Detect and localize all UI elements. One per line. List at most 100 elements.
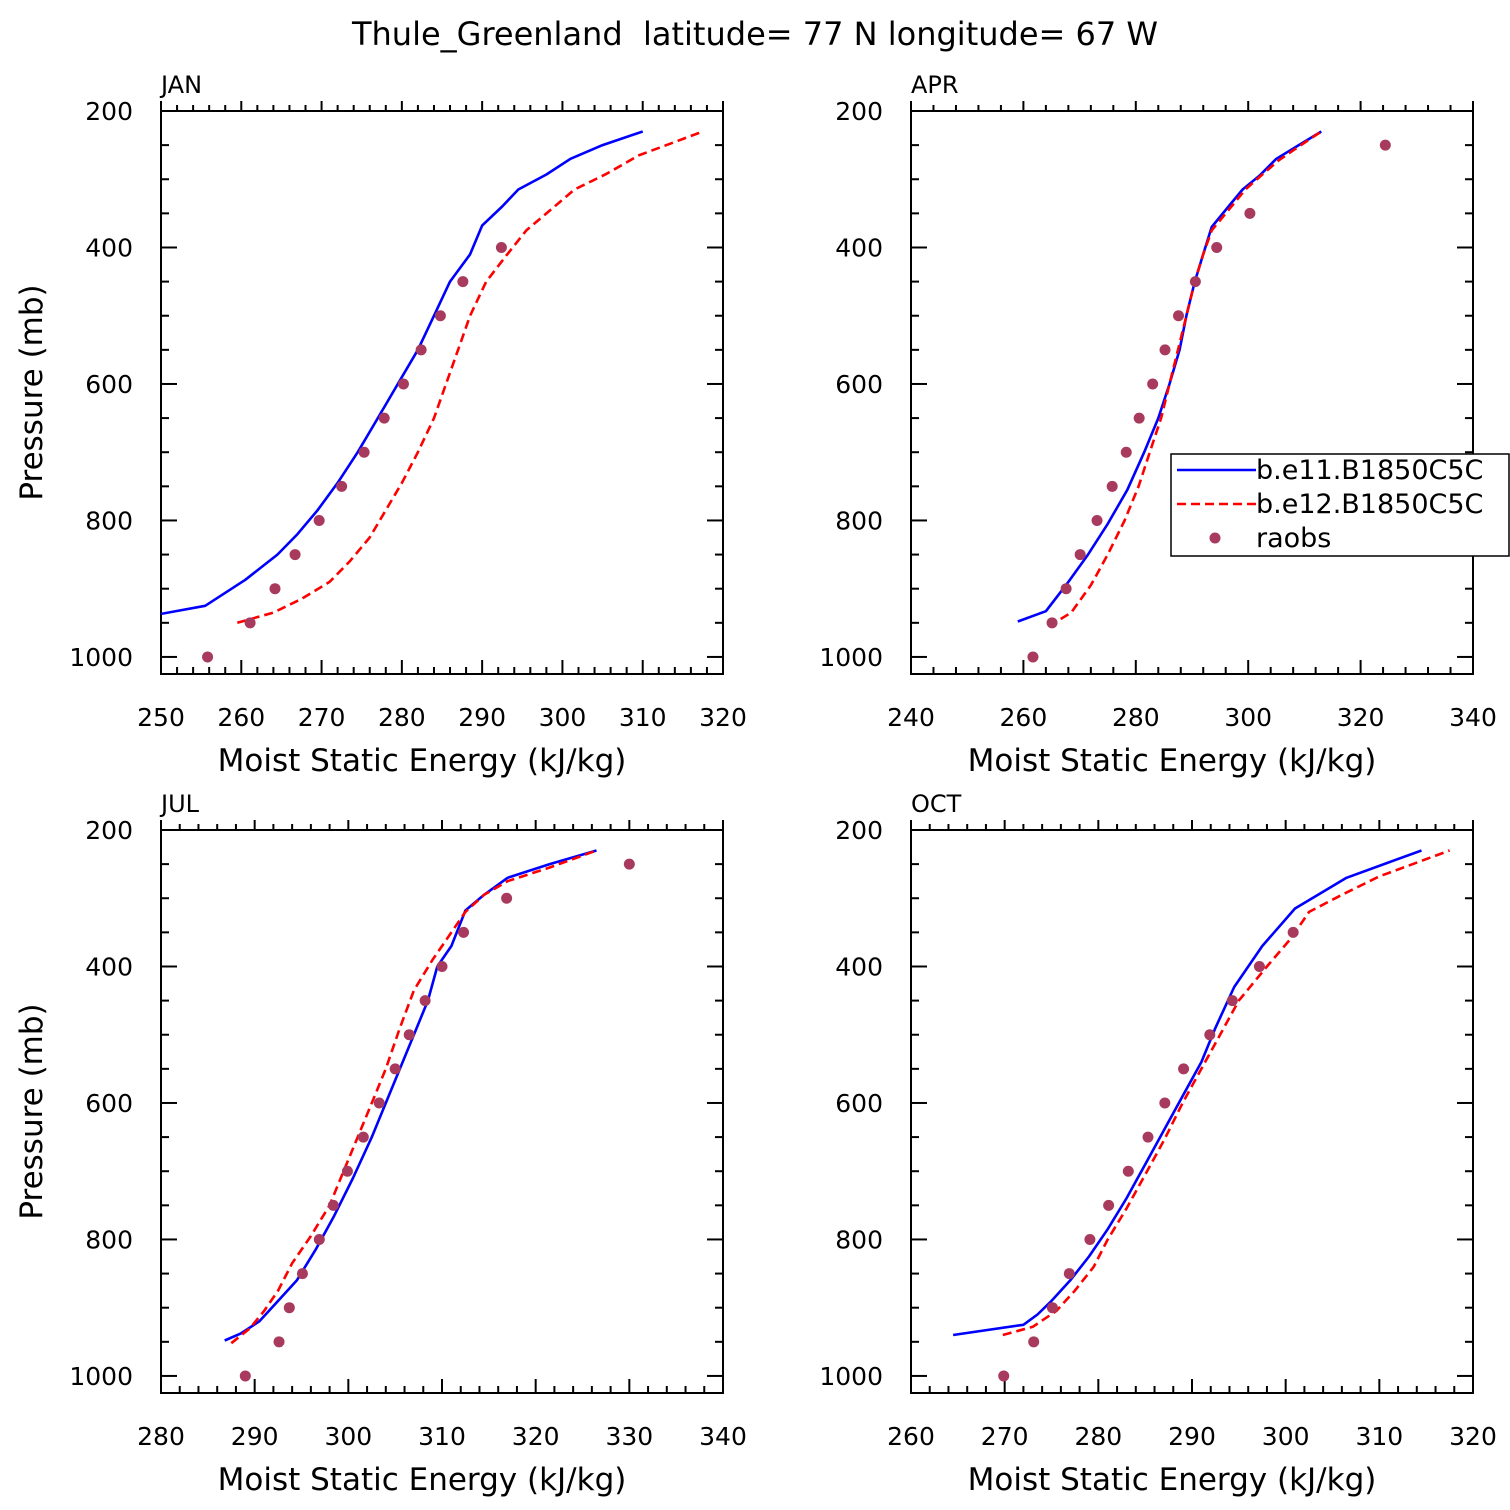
- x-tick-label: 320: [699, 703, 747, 732]
- y-axis-title: Pressure (mb): [14, 1003, 50, 1219]
- raobs-point: [202, 651, 214, 663]
- raobs-point: [1103, 1199, 1115, 1211]
- raobs-point: [289, 549, 301, 561]
- raobs-point: [1204, 1029, 1216, 1041]
- x-tick-label: 290: [231, 1422, 279, 1451]
- raobs-point: [623, 858, 635, 870]
- raobs-point: [1189, 276, 1201, 288]
- plot-frame: [910, 829, 1474, 1394]
- raobs-point: [313, 514, 325, 526]
- panel-title: OCT: [911, 790, 962, 818]
- raobs-point: [283, 1302, 295, 1314]
- plot-frame: [160, 829, 724, 1394]
- x-tick-label: 280: [1112, 703, 1160, 732]
- raobs-point: [357, 1131, 369, 1143]
- x-tick-label: 260: [1000, 703, 1048, 732]
- y-tick-label: 600: [85, 370, 133, 399]
- x-tick-label: 300: [1224, 703, 1272, 732]
- panel-apr: 240 260 280 300 320 340 200 400 600 800 1000 APR Moi…: [819, 71, 1496, 779]
- x-tick-label: 270: [981, 1422, 1029, 1451]
- y-axis-title: Pressure (mb): [14, 284, 50, 500]
- plot-frame: [160, 110, 724, 675]
- y-tick-label: 400: [835, 233, 883, 262]
- x-axis-title: Moist Static Energy (kJ/kg): [218, 743, 627, 779]
- y-tick-label: 1000: [819, 643, 883, 672]
- y-tick-label: 800: [835, 1225, 883, 1254]
- raobs-point: [1211, 241, 1223, 253]
- x-tick-label: 260: [887, 1422, 935, 1451]
- raobs-point: [313, 1233, 325, 1245]
- raobs-point: [458, 926, 470, 938]
- raobs-point: [373, 1097, 385, 1109]
- y-tick-label: 200: [85, 816, 133, 845]
- raobs-point: [336, 480, 348, 492]
- x-tick-label: 340: [1449, 703, 1497, 732]
- raobs-point: [501, 892, 513, 904]
- legend-label: raobs: [1256, 523, 1331, 554]
- x-tick-label: 300: [324, 1422, 372, 1451]
- raobs-point: [1253, 960, 1265, 972]
- series-line-b-e12: [230, 849, 597, 1345]
- x-tick-label: 280: [137, 1422, 185, 1451]
- raobs-point: [341, 1165, 353, 1177]
- raobs-point: [419, 995, 431, 1007]
- panel-title: JUL: [159, 790, 200, 818]
- x-tick-label: 260: [217, 703, 265, 732]
- y-tick-label: 400: [85, 952, 133, 981]
- y-tick-label: 200: [835, 816, 883, 845]
- raobs-point: [358, 446, 370, 458]
- x-tick-label: 240: [887, 703, 935, 732]
- raobs-point: [1091, 514, 1103, 526]
- y-tick-label: 600: [835, 370, 883, 399]
- x-axis-title: Moist Static Energy (kJ/kg): [968, 1462, 1377, 1498]
- raobs-point: [1147, 378, 1159, 390]
- series-line-b-e11: [952, 849, 1422, 1337]
- x-tick-label: 300: [539, 703, 587, 732]
- legend-swatch-dot: [1209, 532, 1221, 544]
- raobs-point: [495, 241, 507, 253]
- x-tick-label: 300: [1262, 1422, 1310, 1451]
- panels: 250 260 270 280 290 300 310 320 200 400 600 800 1000…: [14, 71, 1497, 1498]
- raobs-point: [378, 412, 390, 424]
- series-line-b-e11: [224, 849, 597, 1342]
- panel-title: APR: [911, 71, 959, 99]
- x-tick-label: 320: [512, 1422, 560, 1451]
- y-tick-label: 600: [835, 1089, 883, 1118]
- x-tick-label: 320: [1449, 1422, 1497, 1451]
- x-axis-title: Moist Static Energy (kJ/kg): [218, 1462, 627, 1498]
- x-tick-label: 270: [298, 703, 346, 732]
- raobs-point: [434, 310, 446, 322]
- raobs-point: [269, 583, 281, 595]
- raobs-point: [1122, 1165, 1134, 1177]
- raobs-point: [1226, 995, 1238, 1007]
- x-tick-label: 310: [619, 703, 667, 732]
- raobs-point: [1028, 1336, 1040, 1348]
- y-tick-label: 200: [835, 97, 883, 126]
- raobs-point: [1060, 583, 1072, 595]
- x-tick-label: 330: [605, 1422, 653, 1451]
- series-line-b-e12: [236, 130, 704, 625]
- x-tick-label: 280: [378, 703, 426, 732]
- panel-jul: 280 290 300 310 320 330 340 200 400 600 800 1000 JUL…: [14, 790, 747, 1498]
- raobs-point: [1027, 651, 1039, 663]
- raobs-point: [296, 1268, 308, 1280]
- y-tick-label: 1000: [819, 1362, 883, 1391]
- x-tick-label: 250: [137, 703, 185, 732]
- legend-label: b.e12.B1850C5C: [1256, 489, 1483, 520]
- y-tick-label: 1000: [69, 1362, 133, 1391]
- y-tick-label: 600: [85, 1089, 133, 1118]
- x-tick-label: 320: [1337, 703, 1385, 732]
- y-tick-label: 800: [85, 506, 133, 535]
- plot-frame: [910, 110, 1474, 675]
- panel-oct: 260 270 280 290 300 310 320 200 400 600 800 1000 OCT…: [819, 790, 1496, 1498]
- y-tick-label: 400: [85, 233, 133, 262]
- raobs-point: [1287, 926, 1299, 938]
- raobs-point: [1173, 310, 1185, 322]
- x-axis-title: Moist Static Energy (kJ/kg): [968, 743, 1377, 779]
- raobs-point: [397, 378, 409, 390]
- raobs-point: [1074, 549, 1086, 561]
- series-line-b-e11: [161, 130, 644, 616]
- x-tick-label: 340: [699, 1422, 747, 1451]
- raobs-point: [239, 1370, 251, 1382]
